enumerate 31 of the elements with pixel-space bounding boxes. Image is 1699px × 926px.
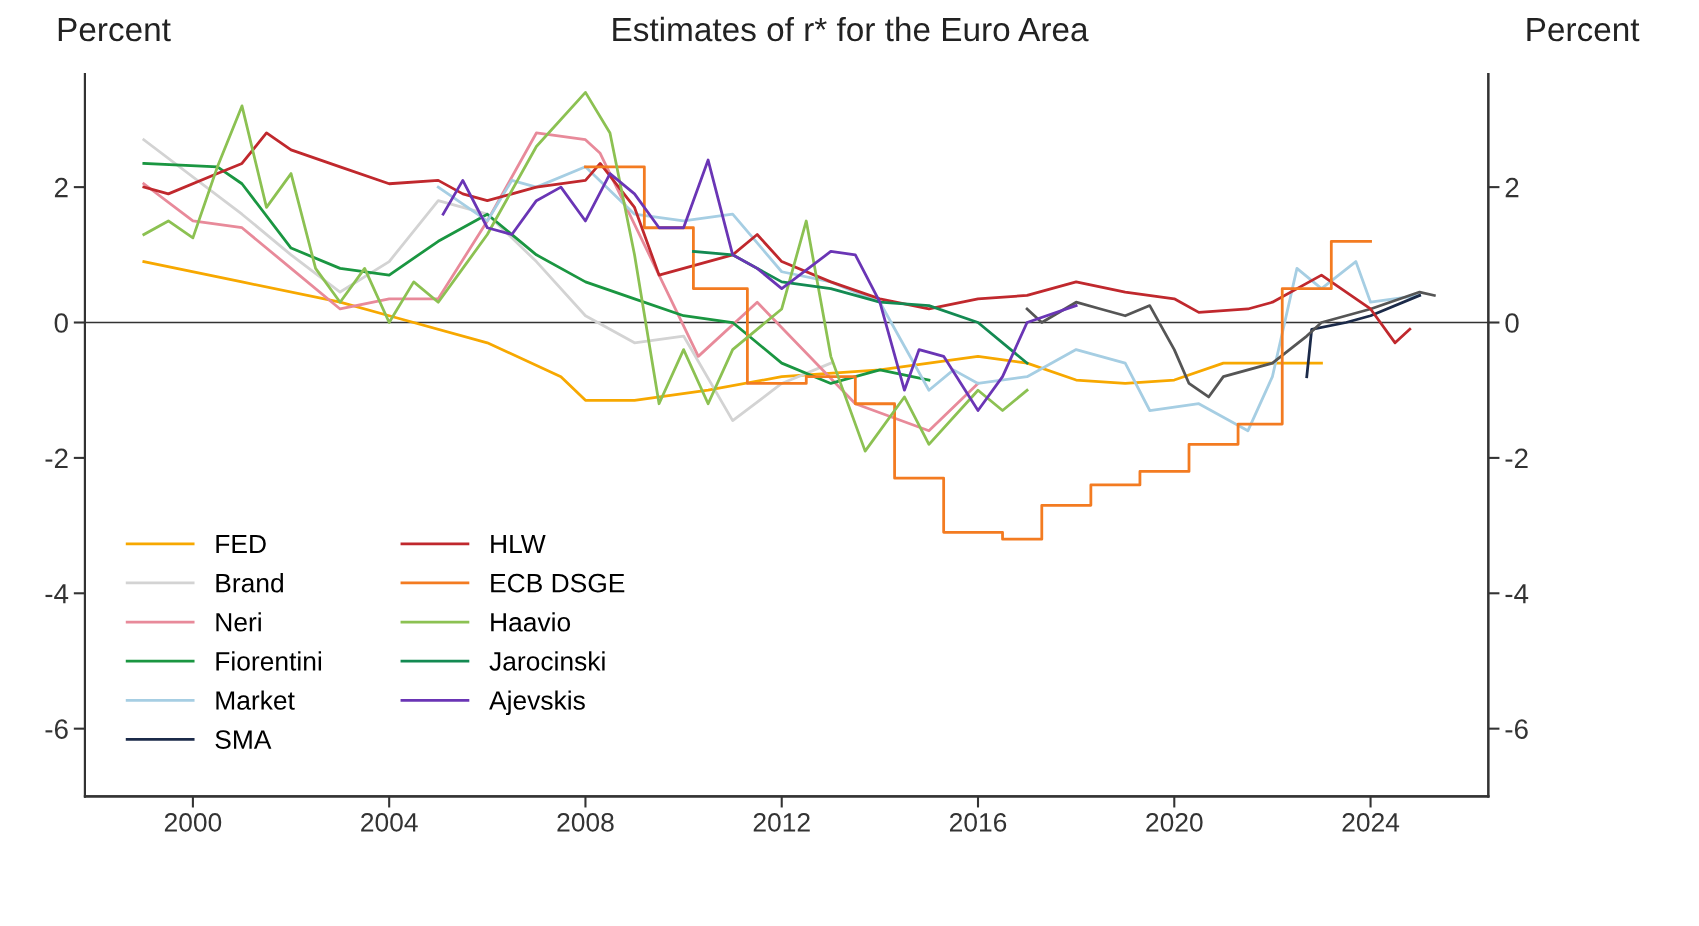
x-tick-label: 2016: [949, 813, 1007, 832]
legend-label: FED: [216, 534, 266, 554]
y-tick-label: -4: [45, 584, 69, 604]
y-tick-label: -2: [45, 448, 68, 468]
chart-title: Estimates of r* for the Euro Area: [613, 16, 1089, 42]
y-axis-title: Percent: [58, 18, 171, 42]
x-tick-label: 2008: [557, 813, 614, 832]
y-tick-label: 2: [54, 177, 68, 198]
legend-label: SMA: [215, 730, 272, 749]
legend-label: Market: [216, 690, 295, 710]
y2-tick-label: 2: [1505, 177, 1519, 198]
y-tick-label: -6: [45, 719, 68, 740]
legend-label: ECB DSGE: [491, 573, 625, 593]
legend-label: Brand: [216, 573, 283, 593]
x-tick-label: 2000: [164, 813, 222, 832]
y2-axis-title: Percent: [1527, 18, 1640, 42]
legend-label: Ajevskis: [489, 690, 585, 716]
y-tick-label: 0: [54, 313, 68, 333]
x-tick-label: 2004: [361, 813, 418, 832]
x-tick-label: 2020: [1146, 813, 1203, 832]
legend-label: HLW: [491, 534, 546, 554]
x-tick-label: 2024: [1342, 813, 1400, 832]
legend-label: Jarocinski: [489, 651, 605, 671]
y2-tick-label: 0: [1505, 313, 1519, 333]
y2-tick-label: -2: [1505, 448, 1528, 468]
legend-label: Fiorentini: [216, 651, 322, 671]
x-tick-label: 2012: [753, 813, 810, 832]
y2-tick-label: -4: [1505, 584, 1529, 604]
legend-label: Haavio: [491, 612, 571, 632]
y2-tick-label: -6: [1505, 719, 1528, 740]
legend-label: Neri: [216, 612, 261, 632]
